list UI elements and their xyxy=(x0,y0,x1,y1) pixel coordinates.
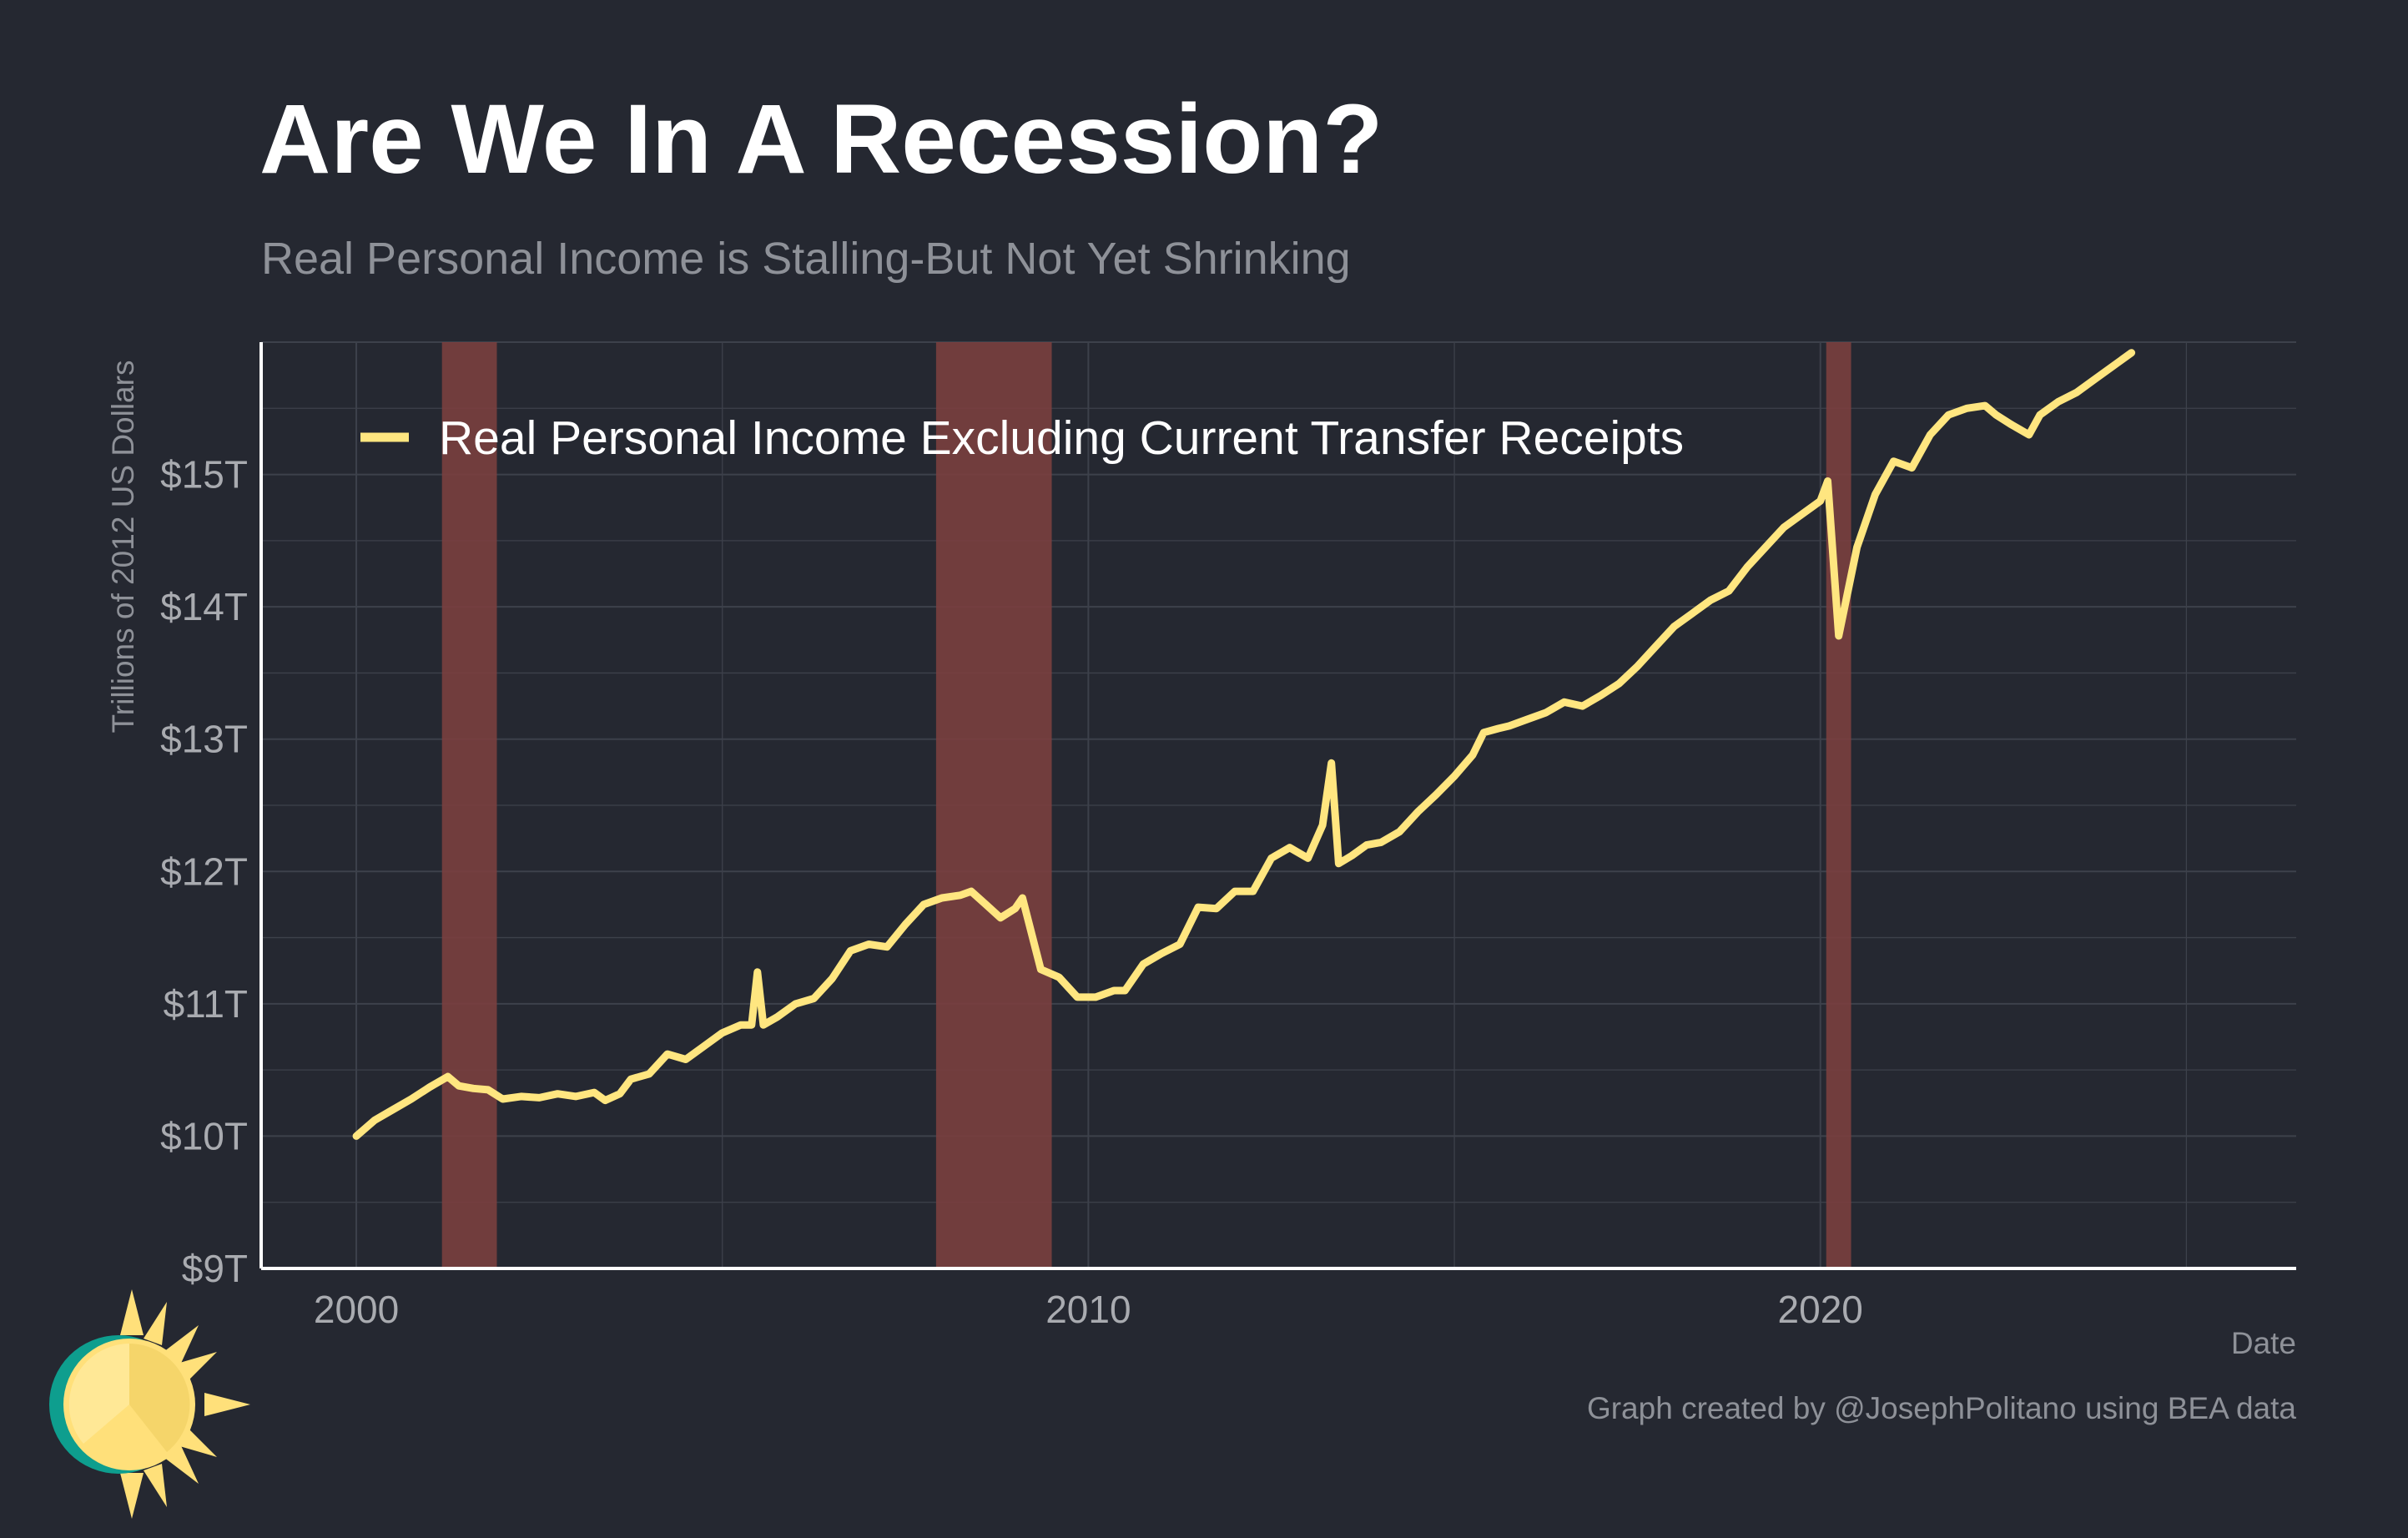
series-lines xyxy=(352,349,2136,1140)
y-tick-labels: $9T $10T $11T $12T $13T $14T $15T xyxy=(160,453,248,1290)
recession-band xyxy=(935,342,1052,1268)
y-tick-label: $11T xyxy=(164,982,248,1026)
chart-subtitle: Real Personal Income is Stalling-But Not… xyxy=(261,234,1351,284)
y-tick-label: $9T xyxy=(182,1247,248,1290)
recession-bands xyxy=(441,342,1851,1268)
y-tick-label: $14T xyxy=(160,585,248,628)
x-tick-label: 2010 xyxy=(1045,1288,1131,1331)
legend: Real Personal Income Excluding Current T… xyxy=(360,411,1684,465)
gridlines xyxy=(261,341,2296,1269)
series-line xyxy=(352,349,2136,1140)
x-tick-label: 2020 xyxy=(1778,1288,1863,1331)
y-tick-label: $13T xyxy=(160,718,248,761)
recession-band xyxy=(441,342,497,1268)
legend-label: Real Personal Income Excluding Current T… xyxy=(439,411,1684,465)
chart-title: Are We In A Recession? xyxy=(259,84,1383,194)
y-tick-label: $10T xyxy=(160,1114,248,1157)
sun-logo-icon xyxy=(49,1289,250,1519)
source-caption: Graph created by @JosephPolitano using B… xyxy=(1587,1391,2296,1425)
y-tick-label: $15T xyxy=(160,453,248,497)
y-tick-label: $12T xyxy=(160,850,248,893)
x-tick-label: 2000 xyxy=(314,1288,399,1331)
y-axis-title: Trillions of 2012 US Dollars xyxy=(106,361,140,734)
x-tick-labels: 2000 2010 2020 xyxy=(314,1288,1863,1331)
x-axis-title: Date xyxy=(2231,1326,2296,1360)
